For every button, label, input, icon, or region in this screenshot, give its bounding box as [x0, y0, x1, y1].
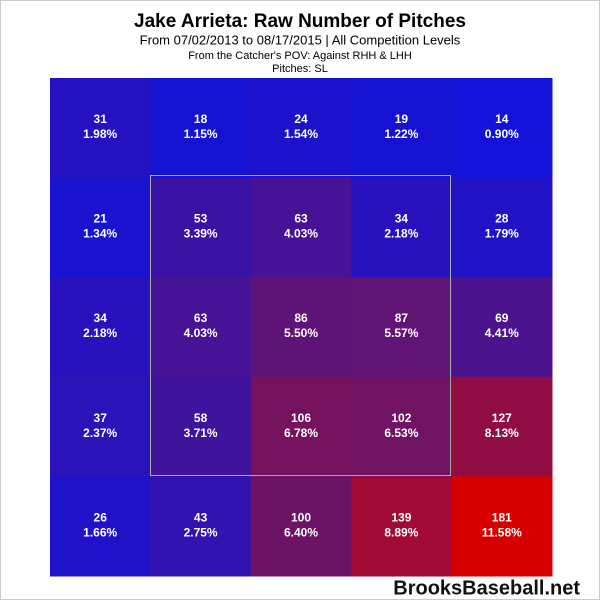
cell-count: 53	[194, 212, 208, 226]
cell-percent: 8.13%	[485, 426, 519, 440]
heat-cell	[351, 78, 453, 179]
heat-cell	[250, 376, 352, 477]
note: Pitches: SL	[272, 63, 328, 75]
heat-cell	[351, 376, 453, 477]
cell-count: 86	[294, 311, 308, 325]
cell-percent: 1.54%	[284, 127, 318, 141]
heat-cell	[451, 177, 553, 278]
chart-title: Jake Arrieta: Raw Number of Pitches	[134, 11, 466, 32]
cell-percent: 6.78%	[284, 426, 318, 440]
heat-cell	[50, 177, 151, 278]
cell-count: 34	[395, 212, 409, 226]
cell-count: 58	[194, 411, 208, 425]
cell-count: 19	[395, 112, 409, 126]
note: From the Catcher's POV: Against RHH & LH…	[188, 50, 412, 62]
cell-percent: 1.79%	[485, 227, 519, 241]
cell-count: 139	[391, 510, 411, 524]
cell-percent: 1.98%	[83, 127, 117, 141]
heat-cell	[451, 78, 553, 179]
cell-count: 127	[492, 411, 512, 425]
heat-cell	[50, 78, 151, 179]
cell-percent: 3.71%	[184, 426, 218, 440]
heat-cell	[351, 277, 453, 378]
cell-count: 24	[294, 112, 308, 126]
cell-count: 34	[94, 311, 108, 325]
cell-count: 63	[194, 311, 208, 325]
cell-percent: 1.66%	[83, 525, 117, 539]
cell-percent: 4.03%	[284, 227, 318, 241]
cell-count: 181	[492, 510, 512, 524]
cell-count: 63	[294, 212, 308, 226]
cell-percent: 0.90%	[485, 127, 519, 141]
heat-cell	[451, 277, 553, 378]
heat-cell	[451, 376, 553, 477]
cell-percent: 1.15%	[184, 127, 218, 141]
heat-cell	[250, 78, 352, 179]
heat-cell	[250, 277, 352, 378]
cell-percent: 6.53%	[384, 426, 418, 440]
cell-count: 106	[291, 411, 311, 425]
cell-percent: 1.22%	[384, 127, 418, 141]
heat-cell	[150, 476, 252, 577]
heat-cell	[150, 277, 252, 378]
cell-percent: 3.39%	[184, 227, 218, 241]
heat-cell	[250, 476, 352, 577]
cell-percent: 4.03%	[184, 326, 218, 340]
cell-count: 14	[495, 112, 509, 126]
cell-percent: 11.58%	[482, 525, 522, 539]
cell-count: 26	[94, 510, 108, 524]
cell-count: 21	[94, 212, 108, 226]
chart-subtitle: From 07/02/2013 to 08/17/2015 | All Comp…	[140, 32, 461, 47]
heat-cell	[50, 376, 151, 477]
strike-zone	[150, 175, 451, 476]
cell-percent: 5.50%	[284, 326, 318, 340]
cell-percent: 2.18%	[83, 326, 117, 340]
cell-percent: 8.89%	[384, 525, 418, 539]
cell-count: 102	[391, 411, 411, 425]
cell-percent: 2.75%	[184, 525, 218, 539]
cell-count: 18	[194, 112, 208, 126]
heat-cell	[150, 177, 252, 278]
cell-count: 31	[94, 112, 108, 126]
heat-cell	[50, 476, 151, 577]
cell-percent: 5.57%	[384, 326, 418, 340]
cell-count: 28	[495, 212, 509, 226]
heat-cell	[351, 177, 453, 278]
cell-percent: 4.41%	[485, 326, 519, 340]
heat-cell	[250, 177, 352, 278]
heat-cell	[150, 78, 252, 179]
cell-percent: 6.40%	[284, 525, 318, 539]
heat-cell	[351, 476, 453, 577]
cell-count: 37	[94, 411, 108, 425]
cell-count: 87	[395, 311, 409, 325]
cell-percent: 2.18%	[384, 227, 418, 241]
cell-count: 69	[495, 311, 509, 325]
cell-percent: 1.34%	[83, 227, 117, 241]
heat-cell	[150, 376, 252, 477]
cell-count: 43	[194, 510, 208, 524]
heat-cell	[50, 277, 151, 378]
heat-cell	[451, 476, 553, 577]
cell-count: 100	[291, 510, 311, 524]
cell-percent: 2.37%	[83, 426, 117, 440]
watermark: BrooksBaseball.net	[393, 577, 580, 599]
